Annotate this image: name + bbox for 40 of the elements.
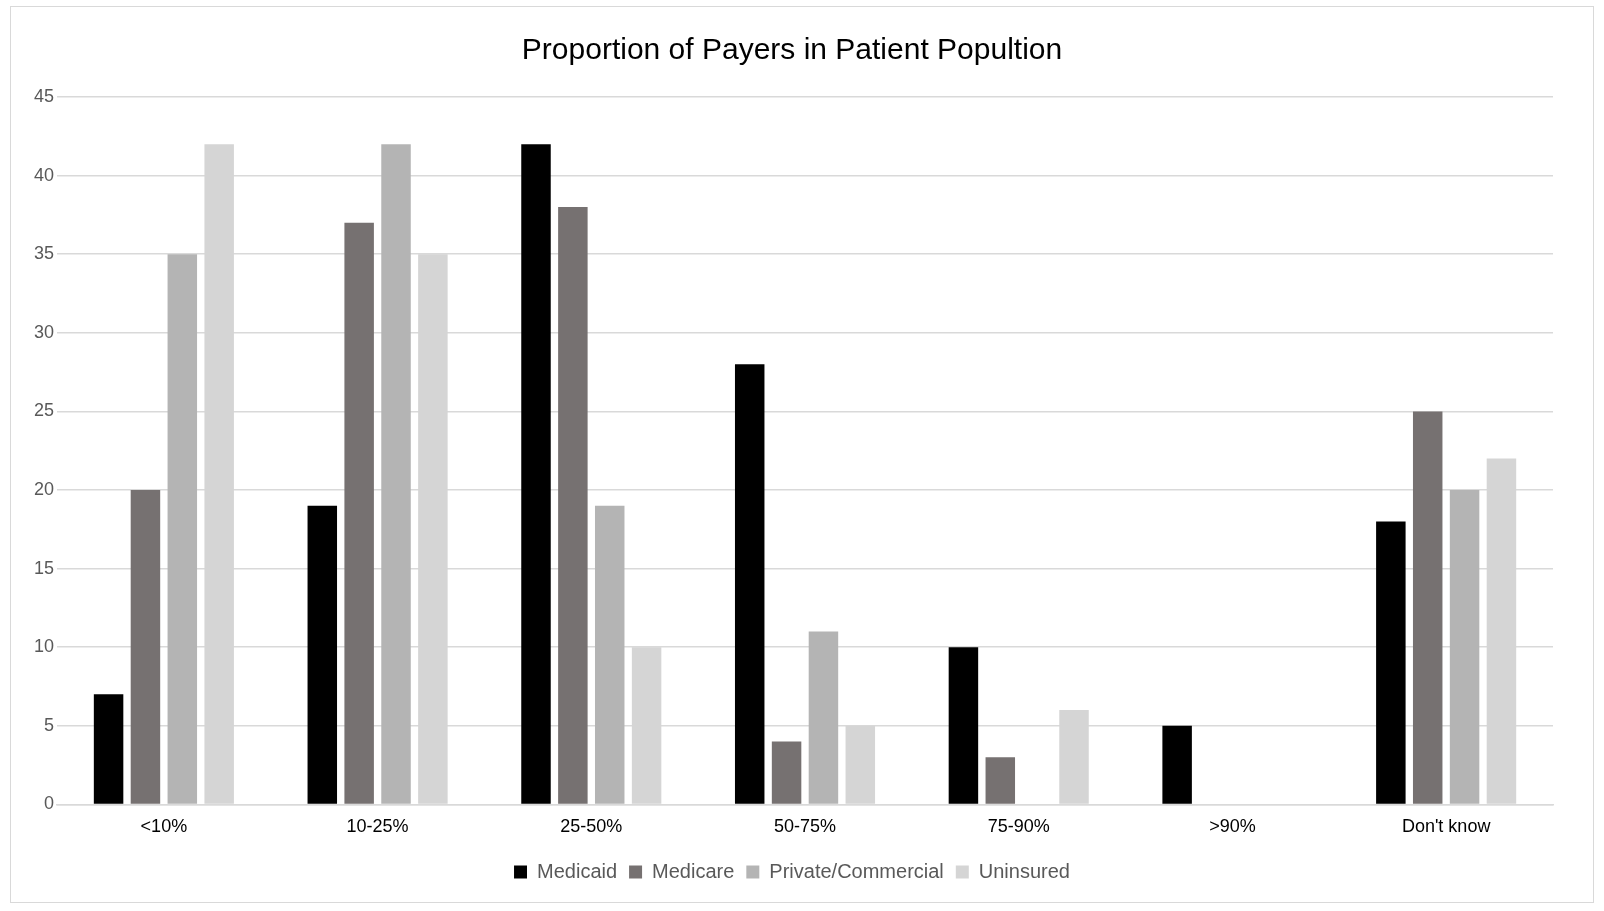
y-tick-label: 45 — [33, 85, 55, 106]
bar — [1376, 521, 1406, 804]
y-tick-label: 30 — [33, 321, 55, 342]
y-tick-label: 0 — [44, 793, 55, 814]
legend-label: Uninsured — [978, 859, 1070, 882]
x-tick-label: 50-75% — [773, 816, 837, 837]
y-tick-label: 40 — [33, 164, 55, 185]
x-tick-label: 25-50% — [560, 816, 623, 837]
chart-title: Proportion of Payers in Patient Popultion — [521, 32, 1063, 66]
x-tick-label: 75-90% — [987, 816, 1050, 837]
bar — [558, 207, 588, 804]
legend-label: Private/Commercial — [769, 859, 944, 882]
bar — [1412, 411, 1443, 804]
bar — [808, 631, 839, 804]
bar — [130, 490, 161, 804]
y-tick-label: 5 — [44, 714, 55, 735]
y-tick-label: 35 — [33, 243, 55, 264]
bar — [167, 254, 198, 804]
bar — [594, 505, 625, 804]
bar — [344, 222, 374, 804]
bar — [1162, 725, 1192, 804]
y-tick-label: 10 — [33, 636, 55, 657]
bar — [307, 505, 338, 804]
y-tick-label: 25 — [33, 400, 55, 421]
x-tick-label: Don't know — [1401, 816, 1492, 837]
legend-label: Medicaid — [537, 859, 618, 882]
x-tick-label: <10% — [140, 816, 188, 837]
bar — [734, 364, 765, 804]
y-tick-label: 15 — [33, 557, 55, 578]
bar — [93, 694, 124, 804]
bar — [948, 647, 979, 804]
bar — [771, 741, 802, 804]
bar — [985, 757, 1016, 804]
x-tick-label: >90% — [1209, 816, 1256, 837]
bar — [381, 144, 411, 804]
bar — [521, 144, 551, 804]
bar — [1449, 490, 1480, 804]
y-tick-label: 20 — [33, 478, 55, 499]
legend-label: Medicare — [652, 859, 735, 882]
x-tick-label: 10-25% — [346, 816, 409, 837]
